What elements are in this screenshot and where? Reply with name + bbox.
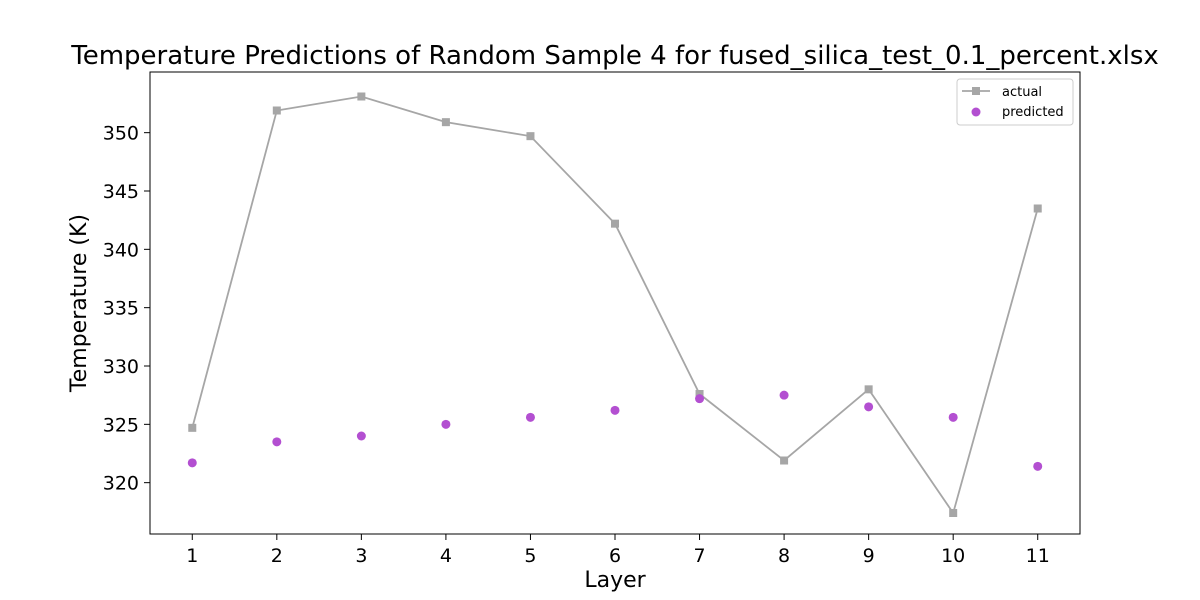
x-tick-label-8: 8	[778, 545, 790, 567]
y-tick-label-320: 320	[103, 473, 139, 495]
predicted-point-10	[948, 412, 958, 422]
y-tick-label-340: 340	[103, 239, 139, 261]
y-tick-label-350: 350	[103, 123, 139, 145]
plot-frame	[149, 71, 1081, 535]
actual-point-3	[357, 92, 366, 101]
actual-point-1	[188, 423, 197, 432]
predicted-point-9	[864, 402, 874, 412]
x-tick-label-3: 3	[355, 545, 367, 567]
actual-point-5	[526, 132, 535, 141]
x-tick-label-9: 9	[863, 545, 875, 567]
predicted-point-4	[441, 419, 451, 429]
actual-point-9	[864, 385, 873, 394]
predicted-point-7	[695, 394, 705, 404]
y-tick-label-330: 330	[103, 356, 139, 378]
x-tick-label-4: 4	[440, 545, 452, 567]
x-tick-label-11: 11	[1026, 545, 1050, 567]
legend-actual-label: actual	[1002, 85, 1042, 100]
actual-point-8	[780, 456, 789, 465]
actual-point-10	[949, 509, 958, 517]
predicted-point-5	[525, 412, 535, 422]
legend: actual predicted	[956, 78, 1074, 126]
y-axis: 320 325 330 335 340 345 350	[103, 123, 150, 495]
x-tick-label-2: 2	[271, 545, 283, 567]
predicted-point-8	[779, 390, 789, 400]
actual-point-7	[695, 390, 704, 398]
actual-series-line	[191, 95, 1039, 516]
chart-title: Temperature Predictions of Random Sample…	[70, 41, 1159, 71]
legend-predicted-marker	[971, 107, 981, 117]
x-axis-label: Layer	[584, 568, 646, 593]
predicted-point-2	[272, 437, 282, 447]
predicted-point-11	[1033, 461, 1043, 471]
x-tick-label-10: 10	[941, 545, 965, 567]
legend-actual-marker	[972, 87, 980, 95]
y-tick-label-325: 325	[103, 414, 139, 436]
x-tick-label-5: 5	[524, 545, 536, 567]
actual-point-4	[441, 118, 450, 127]
x-axis: 1 2 3 4 5 6 7 8 9 10 11	[186, 534, 1050, 567]
predicted-point-6	[610, 405, 620, 415]
y-tick-label-335: 335	[103, 298, 139, 320]
predicted-point-1	[187, 458, 197, 468]
actual-point-2	[272, 106, 281, 115]
legend-predicted-label: predicted	[1002, 105, 1064, 120]
y-axis-label: Temperature (K)	[67, 214, 92, 393]
x-tick-label-6: 6	[609, 545, 621, 567]
y-tick-label-345: 345	[103, 181, 139, 203]
actual-point-6	[611, 219, 619, 228]
actual-point-11	[1033, 204, 1042, 213]
predicted-point-3	[356, 431, 366, 441]
plot-area	[187, 92, 1043, 517]
x-tick-label-7: 7	[693, 545, 705, 567]
x-tick-label-1: 1	[186, 545, 198, 567]
